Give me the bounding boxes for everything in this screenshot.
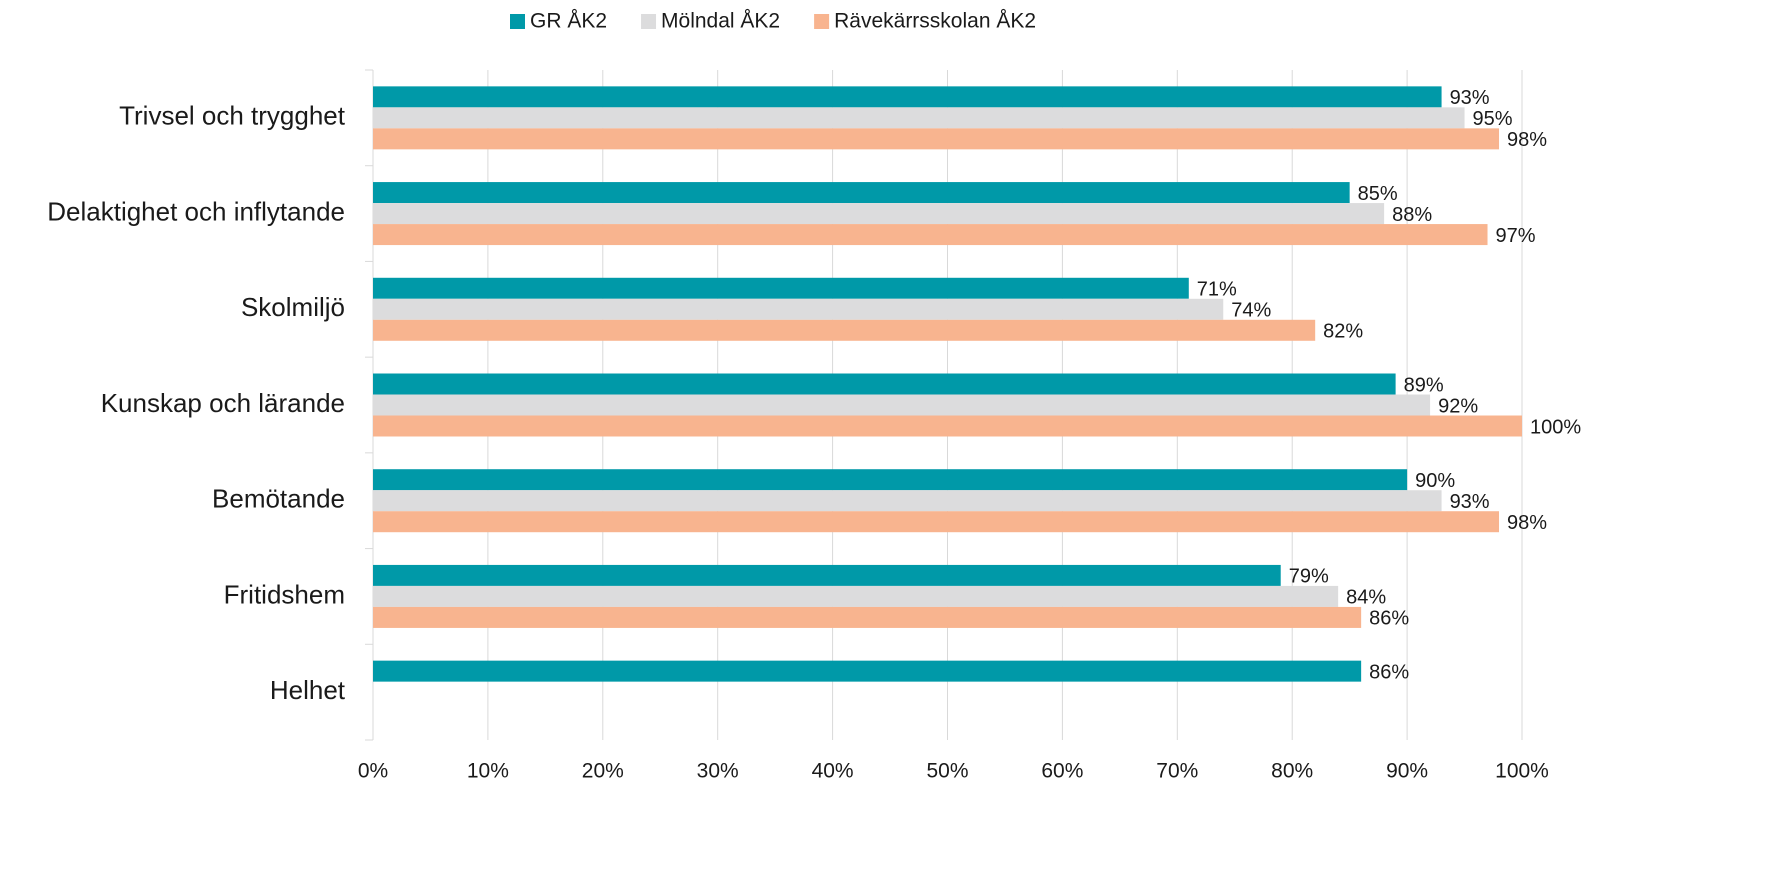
value-label: 79% <box>1289 566 1329 588</box>
value-label: 88% <box>1392 204 1432 226</box>
legend-label: Mölndal ÅK2 <box>661 10 780 33</box>
y-tick-label: Delaktighet och inflytande <box>47 196 345 226</box>
legend-swatch <box>641 14 657 29</box>
bar <box>373 128 1500 150</box>
bar <box>373 373 1396 395</box>
value-label: 97% <box>1496 225 1536 247</box>
bar <box>373 469 1408 491</box>
value-label: 93% <box>1450 87 1490 109</box>
value-label: 82% <box>1323 321 1363 343</box>
value-label: 98% <box>1507 512 1547 534</box>
legend-swatch <box>814 14 830 29</box>
y-tick-label: Fritidshem <box>224 579 345 609</box>
bar <box>373 224 1488 246</box>
value-label: 100% <box>1530 416 1581 438</box>
value-label: 71% <box>1197 279 1237 301</box>
value-label: 85% <box>1358 183 1398 205</box>
bar <box>373 606 1362 628</box>
value-label: 74% <box>1231 300 1271 322</box>
x-tick-label: 50% <box>926 760 968 783</box>
value-label: 89% <box>1404 374 1444 396</box>
value-label: 86% <box>1369 661 1409 683</box>
value-label: 86% <box>1369 608 1409 630</box>
bar <box>373 203 1385 225</box>
bar <box>373 585 1339 607</box>
bar <box>373 107 1465 129</box>
bar <box>373 415 1522 437</box>
y-tick-label: Bemötande <box>212 484 345 514</box>
bar <box>373 660 1362 682</box>
x-tick-label: 0% <box>358 760 388 783</box>
legend-label: Rävekärrsskolan ÅK2 <box>834 10 1036 33</box>
y-tick-label: Skolmiljö <box>241 292 345 322</box>
bar <box>373 490 1442 512</box>
legend-swatch <box>510 14 525 29</box>
legend-label: GR ÅK2 <box>530 10 607 33</box>
value-label: 93% <box>1450 491 1490 513</box>
x-tick-label: 70% <box>1156 760 1198 783</box>
x-tick-label: 80% <box>1271 760 1313 783</box>
value-label: 98% <box>1507 129 1547 151</box>
x-tick-label: 20% <box>582 760 624 783</box>
value-label: 92% <box>1438 395 1478 417</box>
value-label: 95% <box>1473 108 1513 130</box>
x-tick-label: 30% <box>697 760 739 783</box>
value-label: 90% <box>1415 470 1455 492</box>
y-tick-label: Kunskap och lärande <box>101 388 345 418</box>
bar <box>373 564 1281 586</box>
bar <box>373 182 1350 204</box>
y-tick-label: Trivsel och trygghet <box>119 101 346 131</box>
x-tick-label: 10% <box>467 760 509 783</box>
bar <box>373 511 1500 533</box>
bar <box>373 298 1224 320</box>
value-label: 84% <box>1346 587 1386 609</box>
x-tick-label: 60% <box>1041 760 1083 783</box>
bar <box>373 277 1189 299</box>
y-tick-label: Helhet <box>270 675 346 705</box>
bar <box>373 319 1316 341</box>
bar <box>373 394 1431 416</box>
x-tick-label: 40% <box>812 760 854 783</box>
x-tick-label: 100% <box>1495 760 1549 783</box>
x-tick-label: 90% <box>1386 760 1428 783</box>
bar <box>373 86 1442 108</box>
